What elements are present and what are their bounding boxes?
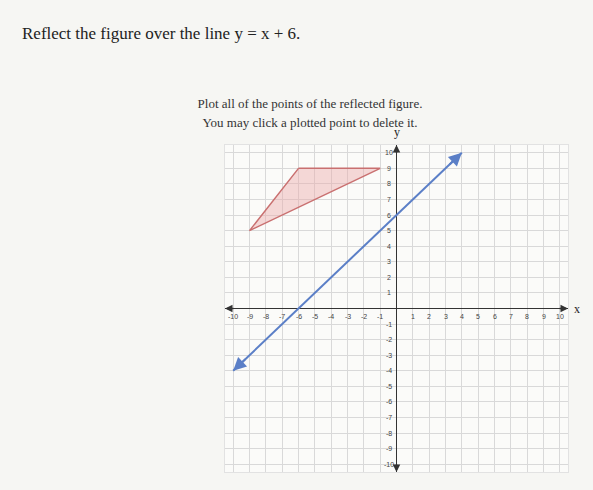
svg-text:-1: -1 <box>377 313 383 320</box>
svg-text:10: 10 <box>556 313 564 320</box>
svg-text:-2: -2 <box>361 313 367 320</box>
svg-text:7: 7 <box>387 196 391 203</box>
svg-text:1: 1 <box>387 289 391 296</box>
svg-text:-10: -10 <box>384 461 394 468</box>
svg-text:-7: -7 <box>386 414 392 421</box>
svg-text:7: 7 <box>509 313 513 320</box>
svg-text:-6: -6 <box>386 398 392 405</box>
svg-text:3: 3 <box>444 313 448 320</box>
svg-text:5: 5 <box>387 227 391 234</box>
svg-text:-4: -4 <box>386 367 392 374</box>
svg-text:4: 4 <box>387 243 391 250</box>
svg-text:-3: -3 <box>386 352 392 359</box>
svg-text:-10: -10 <box>228 313 238 320</box>
svg-text:-4: -4 <box>328 313 334 320</box>
svg-text:3: 3 <box>387 258 391 265</box>
svg-text:9: 9 <box>542 313 546 320</box>
svg-text:8: 8 <box>525 313 529 320</box>
svg-text:5: 5 <box>476 313 480 320</box>
svg-text:-9: -9 <box>386 445 392 452</box>
svg-text:x: x <box>574 302 580 316</box>
svg-text:-8: -8 <box>263 313 269 320</box>
svg-text:-3: -3 <box>345 313 351 320</box>
svg-text:8: 8 <box>387 180 391 187</box>
svg-text:1: 1 <box>411 313 415 320</box>
svg-text:-5: -5 <box>386 383 392 390</box>
svg-text:9: 9 <box>387 165 391 172</box>
svg-text:2: 2 <box>427 313 431 320</box>
svg-text:-5: -5 <box>312 313 318 320</box>
svg-text:-2: -2 <box>386 336 392 343</box>
svg-text:-7: -7 <box>279 313 285 320</box>
svg-text:-9: -9 <box>247 313 253 320</box>
svg-text:4: 4 <box>460 313 464 320</box>
svg-text:-6: -6 <box>296 313 302 320</box>
svg-text:6: 6 <box>493 313 497 320</box>
svg-text:2: 2 <box>387 274 391 281</box>
svg-text:-8: -8 <box>386 430 392 437</box>
svg-text:6: 6 <box>387 212 391 219</box>
svg-text:10: 10 <box>385 149 393 156</box>
svg-text:-1: -1 <box>386 321 392 328</box>
